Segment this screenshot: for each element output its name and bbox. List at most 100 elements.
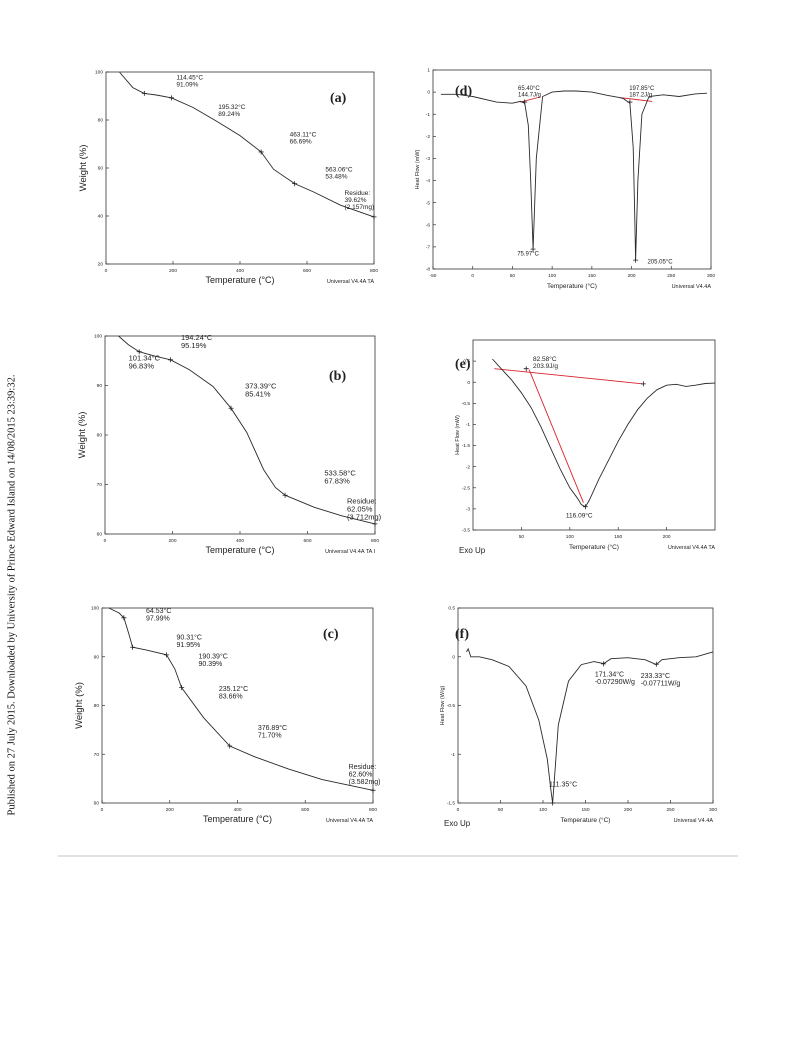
annotation-line: 533.58°C	[324, 469, 356, 478]
data-marker	[653, 661, 659, 667]
x-tick-label: 0	[105, 268, 108, 274]
x-tick-label: 300	[707, 273, 715, 279]
y-tick-label: -2.5	[462, 485, 471, 491]
series-line	[108, 607, 374, 791]
data-marker	[179, 685, 185, 691]
panel-label: (c)	[323, 627, 339, 642]
chart-svg-c: 0 200 400 600 800 60 70 80 90 100 Temperature (°C)…	[74, 606, 381, 824]
data-marker	[530, 246, 536, 252]
x-tick-label: 0	[457, 807, 460, 813]
x-tick-label: 800	[371, 538, 379, 544]
x-tick-label: 600	[303, 268, 311, 274]
plot-frame	[472, 339, 716, 531]
x-tick-label: 400	[236, 268, 244, 274]
annotation-line: 563.06°C	[325, 165, 352, 173]
annotation-line: 97.99%	[146, 615, 170, 622]
data-annotation: 233.33°C -0.07711W/g	[641, 672, 681, 688]
y-tick-label: 60	[98, 166, 104, 172]
x-tick-label: 800	[369, 807, 377, 813]
y-axis-label: Heat Flow (W/g)	[440, 685, 446, 725]
x-tick-label: 100	[539, 807, 547, 813]
series-line	[492, 358, 716, 508]
annotation-line: 75.97°C	[517, 252, 539, 258]
data-annotation: 376.89°C 71.70%	[258, 724, 287, 740]
annotation-line: (3.582mg)	[349, 779, 381, 786]
annotation-line: 83.66%	[219, 693, 243, 700]
y-tick-label: 100	[94, 334, 102, 340]
publication-note: Published on 27 July 2015. Downloaded by…	[2, 180, 22, 816]
y-tick-label: -3.5	[462, 528, 471, 534]
exo-up-label: Exo Up	[459, 546, 486, 555]
annotation-line: 89.24%	[218, 111, 240, 118]
data-annotation: 190.39°C 90.39%	[199, 653, 228, 669]
data-marker	[121, 615, 127, 621]
y-tick-label: -1	[451, 752, 456, 758]
baseline-line	[494, 368, 644, 385]
x-tick-label: 150	[588, 273, 596, 279]
y-tick-label: 70	[97, 482, 103, 488]
data-annotation: 90.31°C 91.95%	[177, 634, 202, 650]
y-tick-label: -1.5	[447, 801, 456, 807]
x-tick-label: 200	[628, 273, 636, 279]
chart-svg-e: 50 100 150 200 -3.5 -3 -2.5 -2 -1.5 -1 -0.5 0 0.5 Tem…	[455, 339, 716, 555]
x-axis-label: Temperature (°C)	[205, 275, 274, 285]
data-annotation: 563.06°C 53.48%	[325, 165, 352, 180]
x-tick-label: 200	[168, 538, 176, 544]
y-tick-label: -3	[466, 506, 471, 512]
data-marker	[163, 652, 169, 658]
y-tick-label: 90	[94, 654, 100, 660]
annotation-line: 463.11°C	[290, 130, 317, 138]
data-marker	[258, 149, 264, 155]
annotation-line: 96.83%	[129, 361, 155, 370]
series-line	[466, 647, 714, 804]
chart-footer: Universal V4.4A TA	[327, 279, 375, 285]
exo-up-label: Exo Up	[444, 819, 471, 828]
y-tick-label: 20	[98, 262, 104, 268]
data-marker	[550, 800, 556, 806]
y-axis-label: Heat Flow (mW)	[455, 415, 461, 455]
panel-label: (e)	[455, 357, 471, 372]
x-tick-label: 400	[233, 807, 241, 813]
chart-panel-b: 0 200 400 600 800 60 70 80 90 100 Temperature (°C)…	[65, 328, 390, 560]
panel-label: (a)	[330, 91, 347, 106]
y-tick-label: 0.5	[448, 606, 455, 612]
data-annotation: 65.40°C 144.7J/g	[518, 86, 541, 99]
y-tick-label: -0.5	[447, 703, 456, 709]
y-tick-label: 100	[91, 606, 99, 612]
y-tick-label: -4	[426, 178, 431, 184]
x-tick-label: 600	[303, 538, 311, 544]
annotation-line: 67.83%	[324, 477, 350, 486]
baseline-line	[619, 97, 653, 102]
annotation-line: 64.53°C	[146, 607, 171, 615]
x-tick-label: 300	[709, 807, 717, 813]
chart-panel-d: -50 0 50 100 150 200 250 300 -8 -7 -6 -5 -4 -3 -2 -1 0 1 T…	[405, 62, 725, 290]
annotation-line: 91.09%	[176, 82, 198, 89]
data-annotation: 101.34°C 96.83%	[129, 353, 161, 370]
data-marker	[130, 644, 136, 650]
baseline-line	[520, 96, 541, 103]
chart-svg-b: 0 200 400 600 800 60 70 80 90 100 Temperature (°C)…	[77, 333, 382, 555]
data-marker	[640, 381, 646, 387]
y-tick-label: -5	[426, 200, 431, 206]
data-annotation: 197.85°C 187.2J/g	[629, 86, 655, 99]
annotation-line: -0.07290W/g	[595, 679, 635, 686]
chart-panel-e: 50 100 150 200 -3.5 -3 -2.5 -2 -1.5 -1 -0.5 0 0.5 Tem…	[405, 330, 735, 555]
annotation-line: 90.39%	[199, 661, 223, 668]
y-tick-label: 0	[467, 380, 470, 386]
publication-note-text: Published on 27 July 2015. Downloaded by…	[6, 374, 18, 816]
data-annotation: 373.39°C 85.41%	[245, 381, 277, 398]
y-tick-label: 80	[97, 433, 103, 439]
y-tick-label: 100	[95, 70, 103, 76]
data-marker	[370, 787, 376, 793]
annotation-line: 39.62%	[345, 197, 367, 204]
x-tick-label: 800	[370, 268, 378, 274]
data-annotation: 533.58°C 67.83%	[324, 469, 356, 486]
data-marker	[627, 99, 633, 105]
y-tick-label: 0	[427, 90, 430, 96]
chart-footer: Universal V4.4A	[672, 284, 712, 290]
data-annotation: 116.09°C	[566, 511, 593, 519]
x-tick-label: -50	[430, 273, 437, 279]
data-marker	[228, 405, 234, 411]
annotation-line: 66.69%	[290, 138, 312, 145]
x-tick-label: 150	[581, 807, 589, 813]
